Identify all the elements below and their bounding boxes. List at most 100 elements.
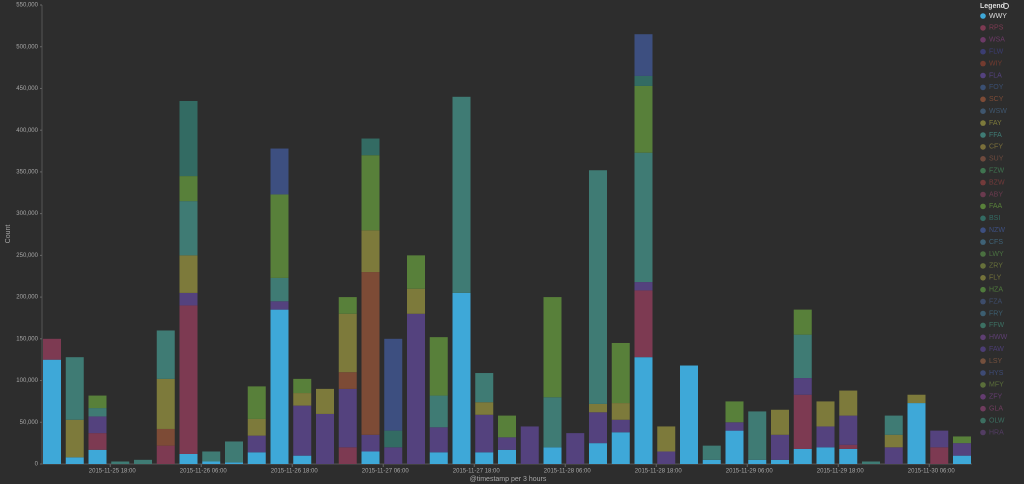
legend-swatch[interactable] xyxy=(980,417,986,424)
legend-label[interactable]: FZA xyxy=(989,298,1003,305)
legend-swatch[interactable] xyxy=(980,120,986,126)
legend-swatch[interactable] xyxy=(980,179,986,186)
legend-swatch[interactable] xyxy=(980,263,986,269)
bar-segment xyxy=(384,338,403,431)
bar-segment xyxy=(88,395,107,409)
bar-segment xyxy=(202,461,221,464)
legend-swatch[interactable] xyxy=(980,48,986,55)
legend-swatch[interactable] xyxy=(980,227,986,233)
legend-swatch[interactable] xyxy=(980,96,986,103)
legend-label[interactable]: ABY xyxy=(989,191,1003,198)
legend-swatch[interactable] xyxy=(980,275,986,281)
legend-label[interactable]: LSY xyxy=(989,358,1003,365)
y-tick-label: 100,000 xyxy=(16,378,38,384)
bar-segment xyxy=(634,152,653,283)
legend-label[interactable]: SUY xyxy=(989,156,1004,163)
legend-label[interactable]: HZA xyxy=(989,287,1003,294)
legend-swatch[interactable] xyxy=(980,322,986,329)
bar-segment xyxy=(384,430,403,448)
legend-swatch[interactable] xyxy=(980,215,986,222)
legend-label[interactable]: FAA xyxy=(989,203,1003,210)
bar-segment xyxy=(361,138,380,156)
legend-label[interactable]: WSW xyxy=(989,108,1007,115)
legend-swatch[interactable] xyxy=(980,191,986,198)
legend-swatch[interactable] xyxy=(980,13,986,19)
legend-swatch[interactable] xyxy=(980,108,986,114)
bar-segment xyxy=(634,290,653,358)
y-tick-label: 350,000 xyxy=(16,169,38,175)
legend-label[interactable]: GLA xyxy=(989,406,1003,413)
bar-segment xyxy=(953,436,971,444)
legend-swatch[interactable] xyxy=(980,25,986,31)
legend-label[interactable]: FFW xyxy=(989,322,1005,329)
legend-label[interactable]: FAW xyxy=(989,346,1004,353)
bar-segment xyxy=(452,96,471,293)
legend-label[interactable]: CFY xyxy=(989,144,1003,151)
legend-label[interactable]: HRA xyxy=(989,429,1004,436)
legend-swatch[interactable] xyxy=(980,358,986,364)
legend-label[interactable]: ZRY xyxy=(989,263,1003,270)
bar-segment xyxy=(316,388,334,414)
legend-swatch[interactable] xyxy=(980,429,986,436)
legend-label[interactable]: FAY xyxy=(989,120,1002,127)
legend-label[interactable]: HWW xyxy=(989,334,1008,341)
bar-segment xyxy=(338,297,357,314)
legend-swatch[interactable] xyxy=(980,251,986,257)
legend-label[interactable]: FZW xyxy=(989,168,1005,175)
legend-swatch[interactable] xyxy=(980,156,986,162)
legend-swatch[interactable] xyxy=(980,286,986,293)
legend-label[interactable]: FLW xyxy=(989,49,1004,56)
legend-swatch[interactable] xyxy=(980,203,986,210)
bar-segment xyxy=(247,435,266,453)
legend-label[interactable]: WIY xyxy=(989,60,1003,67)
legend-label[interactable]: WSA xyxy=(989,37,1005,44)
legend-swatch[interactable] xyxy=(980,167,986,174)
legend-toggle-icon[interactable] xyxy=(1003,3,1009,9)
legend-label[interactable]: FLA xyxy=(989,72,1002,79)
bar-segment xyxy=(429,427,448,453)
legend-swatch[interactable] xyxy=(980,382,986,388)
legend-label[interactable]: ZFY xyxy=(989,394,1003,401)
legend-swatch[interactable] xyxy=(980,144,986,150)
legend-label[interactable]: HYS xyxy=(989,370,1004,377)
legend-label[interactable]: MFY xyxy=(989,382,1004,389)
legend-label[interactable]: LWY xyxy=(989,251,1004,258)
legend-label[interactable]: CFS xyxy=(989,239,1003,246)
bar-segment xyxy=(88,433,107,450)
legend-label[interactable]: OLW xyxy=(989,417,1005,424)
bar-segment xyxy=(361,155,380,231)
legend-swatch[interactable] xyxy=(980,37,986,43)
y-tick-label: 150,000 xyxy=(16,336,38,342)
legend-swatch[interactable] xyxy=(980,394,986,400)
legend-swatch[interactable] xyxy=(980,298,986,305)
x-tick-label: 2015-11-28 06:00 xyxy=(544,469,592,475)
legend-label[interactable]: SCY xyxy=(989,96,1004,103)
legend-label[interactable]: FOY xyxy=(989,84,1004,91)
bar-segment xyxy=(611,342,630,404)
legend-swatch[interactable] xyxy=(980,370,986,376)
bar-segment xyxy=(270,277,289,302)
legend-swatch[interactable] xyxy=(980,60,986,67)
legend-label[interactable]: BZW xyxy=(989,179,1005,186)
bar-segment xyxy=(543,447,562,464)
legend-label[interactable]: WWY xyxy=(989,13,1007,20)
legend-swatch[interactable] xyxy=(980,334,986,341)
bar-segment xyxy=(793,448,812,464)
legend-swatch[interactable] xyxy=(980,346,986,353)
legend-swatch[interactable] xyxy=(980,132,986,138)
legend-swatch[interactable] xyxy=(980,405,986,412)
legend-swatch[interactable] xyxy=(980,310,986,317)
legend-swatch[interactable] xyxy=(980,84,986,91)
y-tick-label: 250,000 xyxy=(16,253,38,259)
bar-segment xyxy=(247,452,266,464)
legend-label[interactable]: FRY xyxy=(989,310,1003,317)
bar-segment xyxy=(634,75,653,86)
legend-swatch[interactable] xyxy=(980,239,986,245)
bar-segment xyxy=(475,402,494,415)
legend-label[interactable]: RPS xyxy=(989,25,1004,32)
legend-label[interactable]: BSI xyxy=(989,215,1000,222)
legend-swatch[interactable] xyxy=(980,72,986,79)
legend-label[interactable]: NZW xyxy=(989,227,1005,234)
legend-label[interactable]: FLY xyxy=(989,275,1002,282)
legend-label[interactable]: FFA xyxy=(989,132,1002,139)
